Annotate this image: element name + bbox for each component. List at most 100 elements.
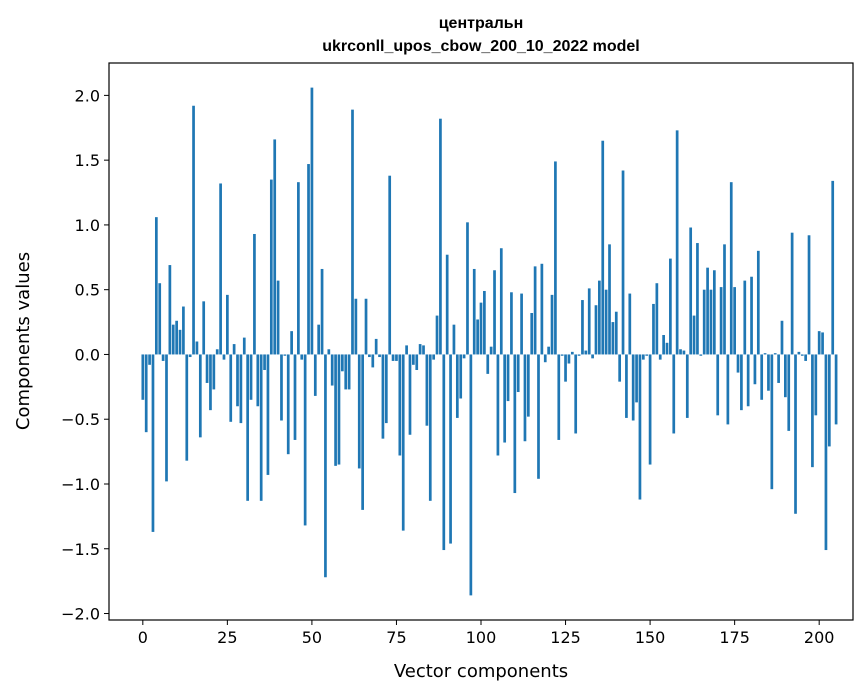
bar-100 [479,302,483,355]
bar-192 [790,232,794,355]
bar-52 [317,324,321,355]
bar-155 [665,342,669,355]
bar-196 [804,354,808,361]
bar-169 [712,270,716,355]
bar-34 [256,354,260,407]
bar-70 [378,354,381,358]
bar-188 [777,354,780,383]
bar-81 [415,354,419,370]
bar-56 [330,354,334,386]
bar-59 [340,354,344,372]
bar-200 [817,331,821,355]
bar-194 [797,351,801,355]
bar-55 [327,349,331,355]
bar-series [141,87,838,596]
bar-142 [621,170,625,355]
bar-185 [767,354,770,391]
bar-171 [719,287,723,355]
bar-48 [303,354,307,526]
bar-187 [773,353,777,355]
bar-128 [574,354,578,434]
bar-91 [449,354,452,544]
x-axis-ticks: 0 25 50 75 100 125 150 175 200 [138,620,834,647]
bar-96 [466,222,469,355]
bar-114 [526,354,530,417]
x-tick-label: 50 [302,628,322,647]
bar-86 [432,354,436,360]
bar-94 [459,354,463,399]
bar-42 [283,354,287,356]
bar-126 [567,354,571,364]
bar-134 [594,305,598,355]
bar-92 [452,324,456,355]
bar-163 [692,315,696,355]
bar-79 [408,354,412,435]
bar-47 [300,354,304,360]
bar-83 [422,345,425,355]
bar-13 [185,354,189,461]
bar-144 [628,293,632,355]
bar-181 [753,354,757,385]
bar-151 [652,303,655,355]
bar-199 [814,354,818,416]
bar-202 [824,354,828,551]
bar-157 [672,354,676,434]
y-axis-title: Components values [13,252,34,430]
bar-75 [395,354,398,361]
bar-51 [313,354,317,396]
bar-201 [821,332,824,355]
bar-131 [584,350,588,355]
bar-176 [736,354,740,373]
bar-63 [354,298,358,355]
bar-27 [232,344,236,355]
bar-85 [428,354,432,501]
bar-178 [743,280,747,355]
bar-156 [669,258,672,355]
bar-153 [658,354,662,360]
bar-111 [516,354,520,393]
bar-138 [608,244,611,355]
bar-41 [280,354,283,421]
bar-102 [486,354,490,374]
bar-0 [141,354,145,400]
bar-26 [229,354,233,422]
x-tick-label: 125 [550,628,581,647]
y-tick-label: −1.5 [61,540,100,559]
bar-32 [249,354,253,400]
bar-149 [645,354,649,356]
x-axis-title: Vector components [394,661,568,682]
bar-110 [513,354,517,494]
bar-88 [439,118,442,355]
bar-117 [537,354,540,479]
bar-49 [307,164,310,355]
bar-45 [293,354,297,440]
bar-108 [506,354,510,402]
bar-121 [550,294,554,355]
bar-61 [347,354,351,390]
bar-2 [148,354,151,365]
bar-146 [635,354,638,403]
bar-190 [784,354,787,398]
x-tick-label: 0 [138,628,148,647]
bar-203 [827,354,831,447]
bar-174 [729,182,733,355]
bar-97 [469,354,473,596]
bar-145 [631,354,635,421]
bar-197 [807,235,811,355]
y-tick-label: −2.0 [61,605,100,624]
bar-7 [165,354,168,482]
bar-186 [770,354,774,490]
bar-90 [445,254,449,355]
bar-160 [682,350,686,355]
bar-15 [192,105,195,355]
bar-9 [171,324,175,355]
bar-71 [381,354,385,439]
bar-62 [351,109,354,355]
bar-74 [391,354,395,361]
bar-11 [178,329,182,355]
bar-6 [161,354,165,361]
y-tick-label: 2.0 [75,86,100,105]
bar-118 [540,263,544,355]
x-tick-label: 100 [466,628,497,647]
